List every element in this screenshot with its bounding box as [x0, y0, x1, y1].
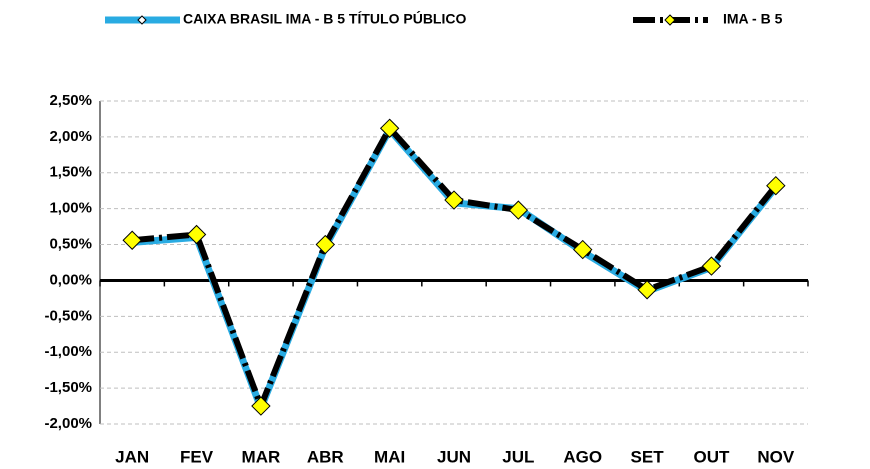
y-tick-label: 2,50%: [49, 92, 92, 109]
y-tick-label: 2,00%: [49, 128, 92, 145]
x-tick-label: MAR: [242, 447, 281, 466]
y-tick-label: 1,00%: [49, 200, 92, 217]
y-tick-label: -0,50%: [44, 307, 92, 324]
x-tick-label: NOV: [757, 447, 795, 466]
x-tick-label: MAI: [374, 447, 405, 466]
marker: [379, 118, 400, 138]
legend-marker: [664, 14, 676, 26]
y-tick-label: 1,50%: [49, 164, 92, 181]
y-tick-label: 0,50%: [49, 236, 92, 253]
marker: [637, 280, 657, 300]
x-tick-label: ABR: [307, 447, 344, 466]
marker: [122, 230, 142, 250]
marker: [186, 224, 207, 245]
marker: [766, 175, 786, 196]
y-tick-label: -1,00%: [44, 343, 92, 360]
series-line: [131, 125, 779, 410]
x-tick-label: JUN: [437, 447, 471, 466]
y-tick-label: -2,00%: [44, 415, 92, 432]
legend-label: IMA - B 5: [723, 11, 783, 27]
y-tick-label: -1,50%: [44, 379, 92, 396]
x-tick-label: AGO: [563, 447, 602, 466]
y-tick-label: 0,00%: [49, 271, 92, 288]
x-tick-label: OUT: [694, 447, 731, 466]
marker: [251, 396, 271, 416]
x-tick-label: SET: [631, 447, 665, 466]
marker: [444, 190, 464, 210]
legend-label: CAIXA BRASIL IMA - B 5 TÍTULO PÚBLICO: [183, 10, 466, 27]
x-tick-label: JAN: [115, 447, 149, 466]
marker: [573, 239, 593, 260]
marker: [701, 256, 722, 276]
x-tick-label: FEV: [180, 447, 214, 466]
marker: [315, 234, 335, 255]
marker: [508, 200, 529, 220]
legend-marker: [137, 15, 147, 25]
x-tick-label: JUL: [502, 447, 534, 466]
series-line: [131, 126, 779, 412]
